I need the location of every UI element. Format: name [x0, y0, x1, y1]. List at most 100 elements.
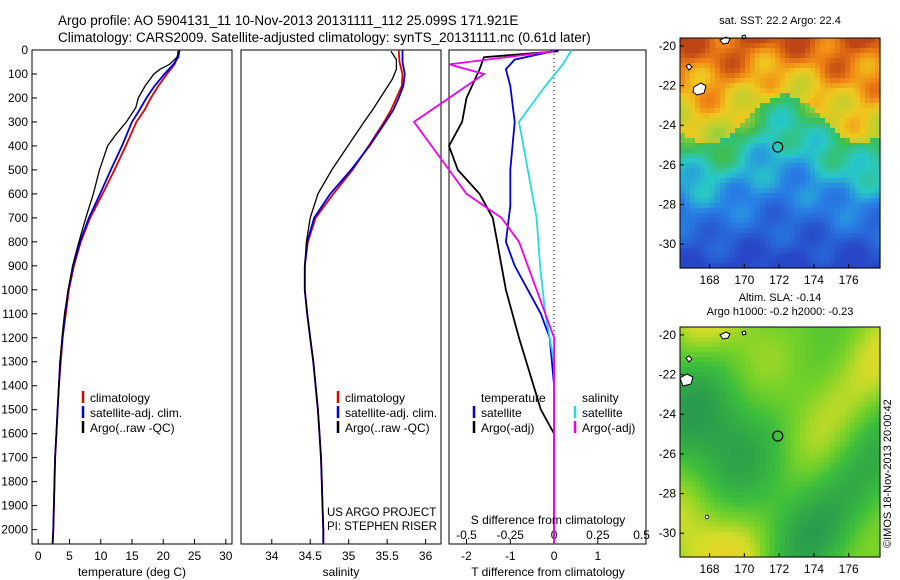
- heatmap-cell: [820, 417, 826, 423]
- heatmap-cell: [835, 243, 841, 249]
- heatmap-cell: [720, 83, 726, 89]
- heatmap-cell: [705, 123, 711, 129]
- heatmap-cell: [870, 178, 876, 184]
- heatmap-cell: [775, 88, 781, 94]
- heatmap-cell: [860, 158, 866, 164]
- heatmap-cell: [805, 397, 811, 403]
- heatmap-cell: [720, 108, 726, 114]
- heatmap-cell: [800, 542, 806, 548]
- heatmap-cell: [775, 452, 781, 458]
- heatmap-cell: [700, 168, 706, 174]
- heatmap-cell: [720, 208, 726, 214]
- heatmap-cell: [875, 507, 881, 513]
- heatmap-cell: [700, 357, 706, 363]
- heatmap-cell: [790, 73, 796, 79]
- heatmap-cell: [765, 258, 771, 264]
- heatmap-cell: [700, 93, 706, 99]
- depth-tick-label: 300: [8, 115, 28, 129]
- heatmap-cell: [825, 522, 831, 528]
- x-tick-label: 20: [157, 549, 171, 563]
- heatmap-cell: [845, 228, 851, 234]
- heatmap-cell: [745, 512, 751, 518]
- heatmap-cell: [750, 327, 756, 333]
- heatmap-cell: [820, 53, 826, 59]
- heatmap-cell: [725, 347, 731, 353]
- heatmap-cell: [720, 178, 726, 184]
- heatmap-cell: [775, 372, 781, 378]
- heatmap-cell: [680, 248, 686, 254]
- x-tick-label: 30: [219, 549, 233, 563]
- heatmap-cell: [870, 417, 876, 423]
- heatmap-cell: [760, 133, 766, 139]
- heatmap-cell: [755, 492, 761, 498]
- heatmap-cell: [840, 198, 846, 204]
- heatmap-cell: [835, 238, 841, 244]
- heatmap-cell: [685, 203, 691, 209]
- heatmap-cell: [790, 98, 796, 104]
- heatmap-cell: [710, 327, 716, 333]
- heatmap-cell: [760, 422, 766, 428]
- heatmap-cell: [795, 437, 801, 443]
- heatmap-cell: [760, 397, 766, 403]
- heatmap-cell: [710, 482, 716, 488]
- heatmap-cell: [845, 552, 851, 558]
- heatmap-cell: [850, 407, 856, 413]
- heatmap-cell: [765, 193, 771, 199]
- heatmap-cell: [745, 113, 751, 119]
- heatmap-cell: [715, 537, 721, 543]
- heatmap-cell: [850, 168, 856, 174]
- heatmap-cell: [680, 362, 686, 368]
- heatmap-cell: [680, 258, 686, 264]
- heatmap-cell: [690, 53, 696, 59]
- heatmap-cell: [800, 63, 806, 69]
- heatmap-cell: [705, 168, 711, 174]
- heatmap-cell: [805, 332, 811, 338]
- heatmap-cell: [870, 253, 876, 259]
- heatmap-cell: [735, 233, 741, 239]
- heatmap-cell: [720, 263, 726, 269]
- heatmap-cell: [800, 482, 806, 488]
- heatmap-cell: [690, 213, 696, 219]
- heatmap-cell: [775, 542, 781, 548]
- T-difference-xlabel: T difference from climatology: [471, 565, 625, 579]
- heatmap-cell: [730, 337, 736, 343]
- heatmap-cell: [750, 552, 756, 558]
- heatmap-cell: [700, 238, 706, 244]
- heatmap-cell: [760, 123, 766, 129]
- heatmap-cell: [705, 263, 711, 269]
- heatmap-cell: [705, 327, 711, 333]
- heatmap-cell: [810, 243, 816, 249]
- heatmap-cell: [700, 253, 706, 259]
- heatmap-cell: [750, 83, 756, 89]
- heatmap-cell: [795, 337, 801, 343]
- heatmap-cell: [865, 113, 871, 119]
- heatmap-cell: [760, 223, 766, 229]
- heatmap-cell: [760, 158, 766, 164]
- heatmap-cell: [860, 253, 866, 259]
- heatmap-cell: [790, 532, 796, 538]
- heatmap-cell: [710, 542, 716, 548]
- heatmap-cell: [845, 397, 851, 403]
- heatmap-cell: [810, 347, 816, 353]
- heatmap-cell: [825, 68, 831, 74]
- heatmap-cell: [765, 118, 771, 124]
- heatmap-cell: [810, 258, 816, 264]
- heatmap-cell: [705, 113, 711, 119]
- heatmap-cell: [770, 467, 776, 473]
- heatmap-cell: [710, 118, 716, 124]
- heatmap-cell: [860, 143, 866, 149]
- heatmap-cell: [765, 457, 771, 463]
- heatmap-cell: [835, 53, 841, 59]
- heatmap-cell: [680, 38, 686, 44]
- heatmap-cell: [815, 442, 821, 448]
- heatmap-cell: [765, 397, 771, 403]
- heatmap-cell: [690, 377, 696, 383]
- heatmap-cell: [805, 43, 811, 49]
- heatmap-cell: [830, 392, 836, 398]
- heatmap-cell: [745, 367, 751, 373]
- heatmap-cell: [785, 188, 791, 194]
- heatmap-cell: [725, 78, 731, 84]
- heatmap-cell: [715, 377, 721, 383]
- heatmap-cell: [875, 402, 881, 408]
- heatmap-cell: [870, 427, 876, 433]
